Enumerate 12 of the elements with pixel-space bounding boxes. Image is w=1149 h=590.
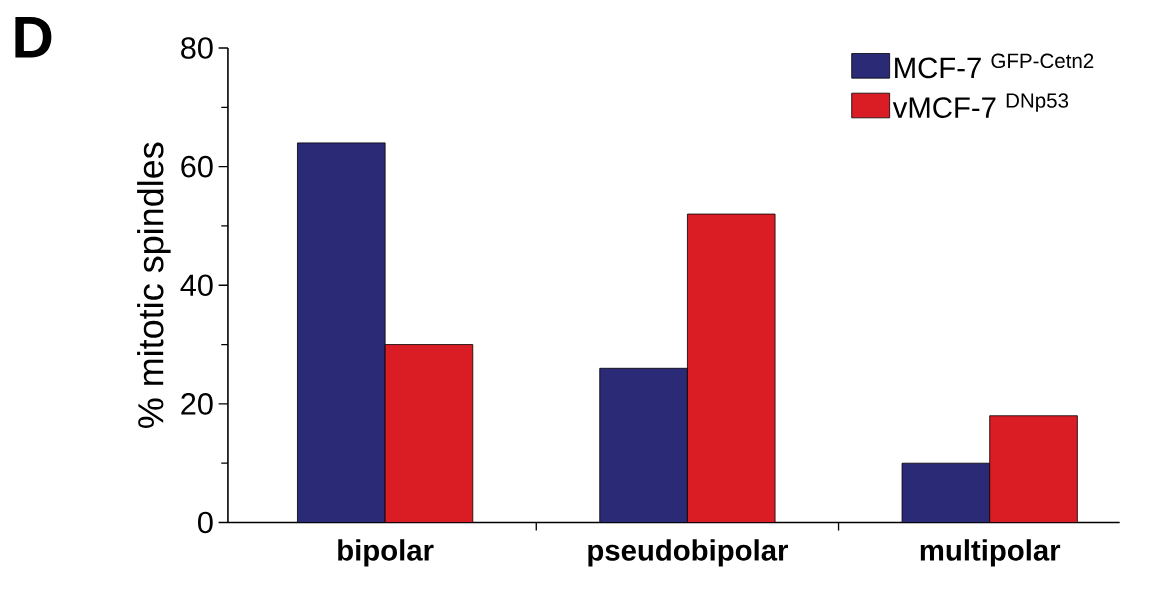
- x-tick-label: pseudobipolar: [588, 538, 789, 567]
- legend-label: MCF-7 $^{GFP-Cetn2}$: [895, 53, 1094, 78]
- legend-label: vMCF-7 $^{DNp53}$: [892, 93, 1069, 118]
- text: D: [15, 16, 52, 58]
- y-tick-label: 0: [198, 511, 213, 534]
- y-tick-label: 80: [181, 36, 213, 59]
- x-tick-label: bipolar: [338, 538, 434, 567]
- y-tick-label: 40: [180, 274, 213, 296]
- y-tick-label: 60: [181, 155, 213, 178]
- y-tick-label: 20: [181, 392, 213, 415]
- y-axis-title: % mitotic spindles: [137, 142, 171, 428]
- x-tick-label: multipolar: [920, 538, 1061, 567]
